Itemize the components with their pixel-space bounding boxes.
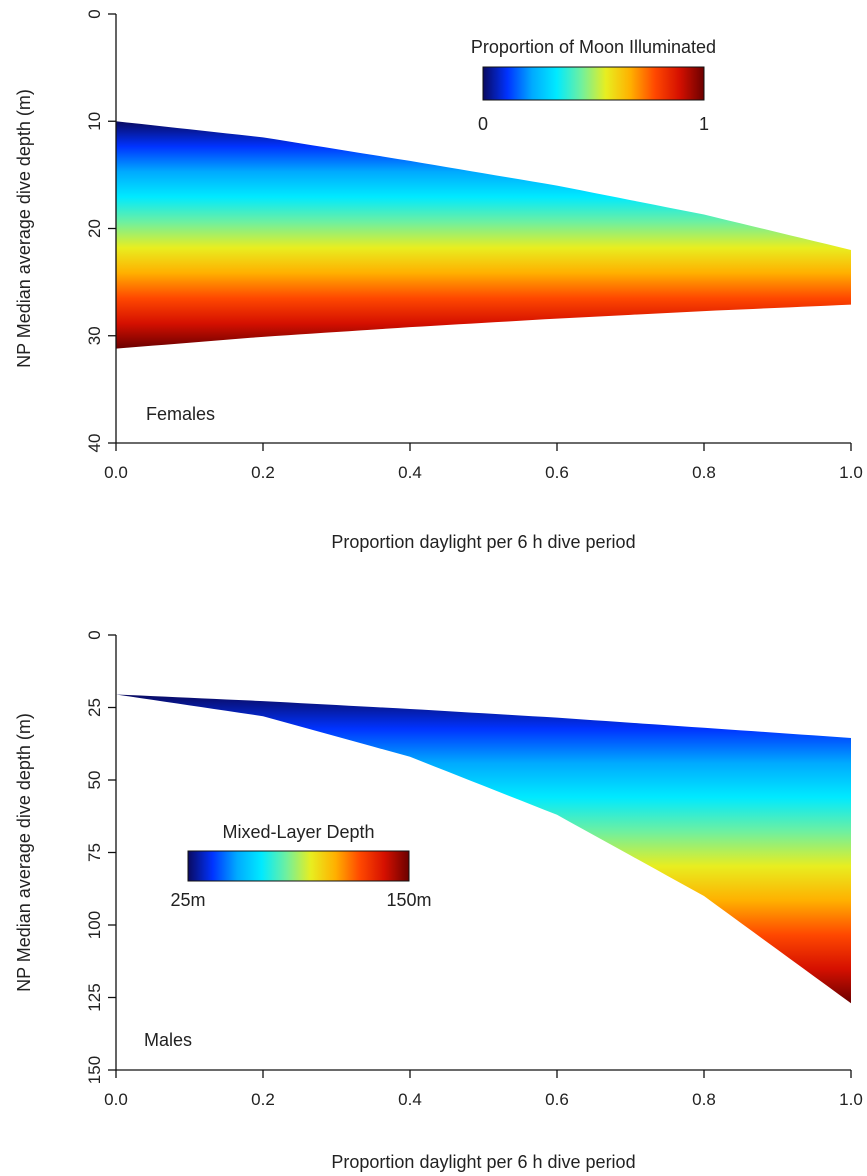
x-tick-label: 0.2 — [251, 463, 275, 482]
y-tick-label: 25 — [85, 698, 104, 717]
x-tick-label: 0.0 — [104, 463, 128, 482]
y-tick-label: 10 — [85, 112, 104, 131]
males-x-ticks: 0.0 0.2 0.4 0.6 0.8 1.0 — [104, 1070, 863, 1109]
moon-illumination-colorbar: Proportion of Moon Illuminated 0 1 — [471, 37, 716, 134]
y-tick-label: 20 — [85, 219, 104, 238]
x-tick-label: 0.0 — [104, 1090, 128, 1109]
colorbar-max-label: 1 — [699, 114, 709, 134]
females-y-axis-label: NP Median average dive depth (m) — [14, 89, 34, 368]
females-y-ticks: 0 10 20 30 40 — [85, 9, 116, 452]
x-tick-label: 0.4 — [398, 463, 422, 482]
y-tick-label: 150 — [85, 1056, 104, 1084]
x-tick-label: 1.0 — [839, 463, 863, 482]
males-y-ticks: 0 25 50 75 100 125 150 — [85, 630, 116, 1084]
mixed-layer-depth-colorbar: Mixed-Layer Depth 25m 150m — [170, 822, 431, 910]
males-depth-band — [116, 694, 851, 1004]
x-tick-label: 0.6 — [545, 1090, 569, 1109]
colorbar-title: Proportion of Moon Illuminated — [471, 37, 716, 57]
males-x-axis-label: Proportion daylight per 6 h dive period — [331, 1152, 635, 1172]
females-depth-band — [116, 121, 851, 349]
females-x-axis-label: Proportion daylight per 6 h dive period — [331, 532, 635, 552]
males-panel-label: Males — [144, 1030, 192, 1050]
colorbar-swatch — [187, 850, 410, 882]
females-x-ticks: 0.0 0.2 0.4 0.6 0.8 1.0 — [104, 443, 863, 482]
x-tick-label: 0.2 — [251, 1090, 275, 1109]
x-tick-label: 0.4 — [398, 1090, 422, 1109]
females-panel-label: Females — [146, 404, 215, 424]
x-tick-label: 0.8 — [692, 463, 716, 482]
y-tick-label: 40 — [85, 434, 104, 453]
colorbar-min-label: 25m — [170, 890, 205, 910]
y-tick-label: 100 — [85, 911, 104, 939]
y-tick-label: 30 — [85, 326, 104, 345]
colorbar-min-label: 0 — [478, 114, 488, 134]
males-panel: 0.0 0.2 0.4 0.6 0.8 1.0 0 25 50 75 100 125 150 Prop… — [14, 630, 863, 1172]
colorbar-swatch — [482, 66, 705, 101]
y-tick-label: 125 — [85, 983, 104, 1011]
x-tick-label: 1.0 — [839, 1090, 863, 1109]
males-y-axis-label: NP Median average dive depth (m) — [14, 713, 34, 992]
y-tick-label: 0 — [85, 630, 104, 639]
colorbar-max-label: 150m — [386, 890, 431, 910]
x-tick-label: 0.6 — [545, 463, 569, 482]
y-tick-label: 50 — [85, 771, 104, 790]
x-tick-label: 0.8 — [692, 1090, 716, 1109]
y-tick-label: 0 — [85, 9, 104, 18]
y-tick-label: 75 — [85, 843, 104, 862]
colorbar-title: Mixed-Layer Depth — [222, 822, 374, 842]
